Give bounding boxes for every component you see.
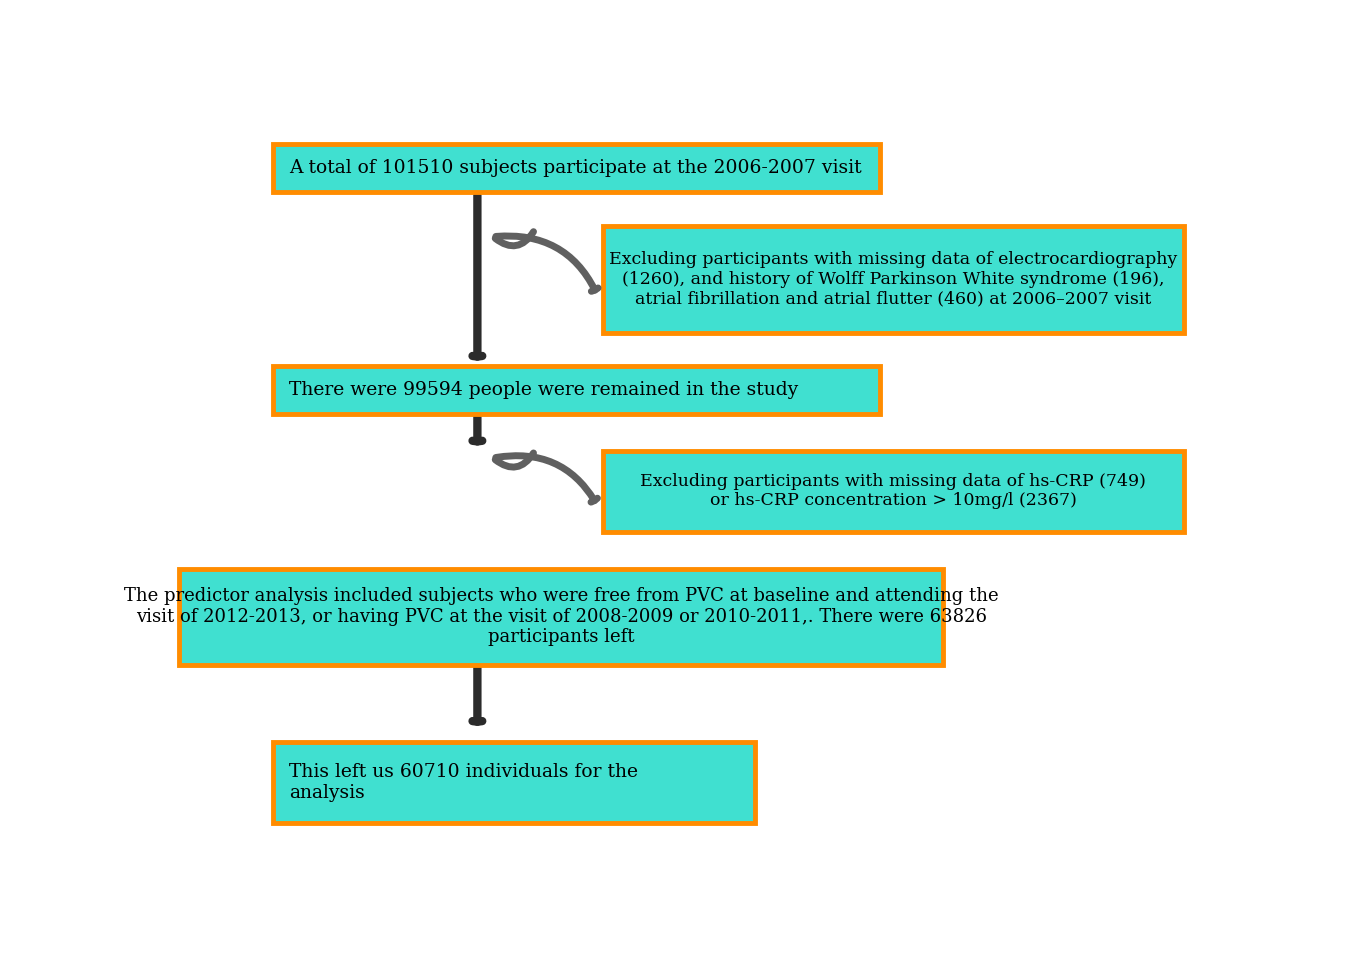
Text: This left us 60710 individuals for the
analysis: This left us 60710 individuals for the a… [289, 764, 639, 802]
FancyArrowPatch shape [495, 456, 598, 502]
FancyBboxPatch shape [273, 145, 880, 193]
Text: The predictor analysis included subjects who were free from PVC at baseline and : The predictor analysis included subjects… [124, 586, 999, 647]
Text: Excluding participants with missing data of hs-CRP (749)
or hs-CRP concentration: Excluding participants with missing data… [640, 473, 1146, 510]
Text: A total of 101510 subjects participate at the 2006-2007 visit: A total of 101510 subjects participate a… [289, 159, 861, 177]
Text: Excluding participants with missing data of electrocardiography
(1260), and hist: Excluding participants with missing data… [609, 251, 1177, 308]
FancyArrowPatch shape [495, 232, 533, 246]
FancyBboxPatch shape [603, 450, 1184, 532]
FancyBboxPatch shape [273, 742, 755, 823]
FancyArrowPatch shape [495, 236, 598, 291]
FancyBboxPatch shape [180, 569, 942, 665]
FancyArrowPatch shape [495, 453, 533, 468]
FancyBboxPatch shape [603, 226, 1184, 332]
FancyBboxPatch shape [273, 366, 880, 414]
Text: There were 99594 people were remained in the study: There were 99594 people were remained in… [289, 380, 798, 399]
